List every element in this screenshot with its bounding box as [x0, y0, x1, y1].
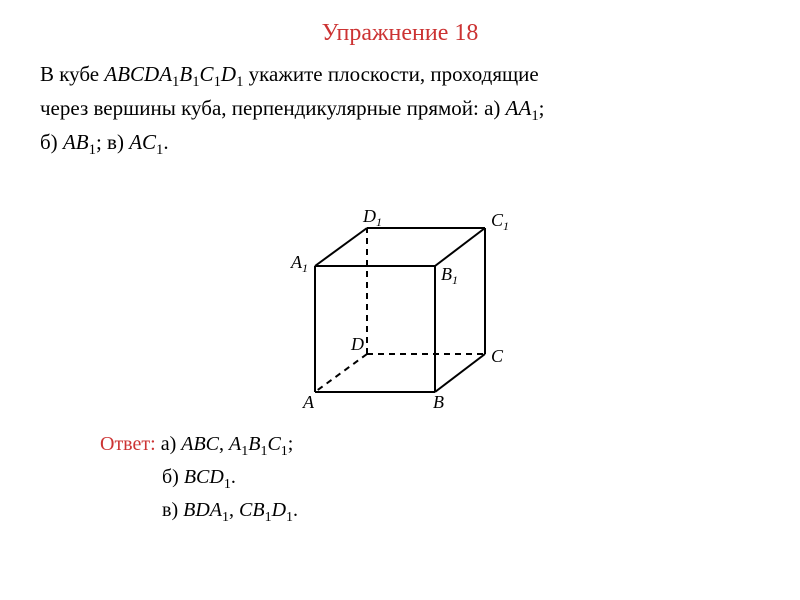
sub: 1 [224, 477, 231, 492]
t: A [229, 433, 241, 455]
text: , [229, 499, 239, 521]
text: , [219, 433, 229, 455]
text: ; [288, 433, 294, 455]
t: BCD [184, 466, 224, 488]
sub: 1 [214, 74, 221, 90]
t: AC [129, 130, 156, 154]
label-c: C [491, 346, 504, 366]
label-d1: D1 [362, 206, 382, 229]
line-ac: AC1 [129, 130, 163, 154]
problem-statement: В кубе ABCDA1B1C1D1 укажите плоскости, п… [40, 59, 760, 162]
answer-b: б) BCD1. [162, 466, 760, 493]
label-a1: A1 [290, 252, 308, 275]
t: ABCDA [104, 62, 172, 86]
t: BDA [183, 499, 222, 521]
plane: CB1D1 [239, 499, 293, 521]
t: C [200, 62, 214, 86]
text: В кубе [40, 62, 104, 86]
answer-c: в) BDA1, CB1D1. [162, 499, 760, 526]
line-aa: AA1 [506, 96, 539, 120]
plane: BCD1 [184, 466, 231, 488]
sub: 1 [222, 510, 229, 525]
exercise-title: Упражнение 18 [40, 20, 760, 47]
text: б) [40, 130, 63, 154]
t: B [248, 433, 260, 455]
label-d: D [350, 334, 364, 354]
text: ; в) [96, 130, 129, 154]
sub: 1 [531, 108, 538, 124]
edge-bc [435, 354, 485, 392]
sub: 1 [89, 143, 96, 159]
t: B [179, 62, 192, 86]
plane: BDA1 [183, 499, 229, 521]
text: а) [156, 433, 182, 455]
text: через вершины куба, перпендикулярные пря… [40, 96, 506, 120]
sub: 1 [192, 74, 199, 90]
edge-b1c1 [435, 228, 485, 266]
t: AB [63, 130, 89, 154]
t: AA [506, 96, 532, 120]
t: C [267, 433, 280, 455]
label-a: A [302, 392, 315, 412]
label-b: B [433, 392, 444, 412]
t: CB [239, 499, 265, 521]
label-b1: B1 [441, 264, 458, 287]
text: в) [162, 499, 183, 521]
text: ; [539, 96, 545, 120]
answers-block: Ответ: а) ABC, A1B1C1; б) BCD1. в) BDA1,… [100, 433, 760, 526]
t: D [272, 499, 286, 521]
plane: ABC [181, 433, 219, 455]
plane: A1B1C1 [229, 433, 288, 455]
sub: 1 [265, 510, 272, 525]
text: . [293, 499, 298, 521]
edge-d1a1 [315, 228, 367, 266]
text: . [163, 130, 168, 154]
cube-svg: A B C D A1 B1 C1 D1 [255, 172, 545, 418]
text: б) [162, 466, 184, 488]
label-c1: C1 [491, 210, 509, 233]
cube-diagram: A B C D A1 B1 C1 D1 [40, 172, 760, 423]
sub: 1 [281, 444, 288, 459]
answer-a: Ответ: а) ABC, A1B1C1; [100, 433, 760, 460]
cube-name: ABCDA1B1C1D1 [104, 62, 243, 86]
t: D [221, 62, 236, 86]
text: укажите плоскости, проходящие [243, 62, 538, 86]
answer-label: Ответ: [100, 433, 156, 455]
edge-da [315, 354, 367, 392]
sub: 1 [286, 510, 293, 525]
text: . [231, 466, 236, 488]
line-ab: AB1 [63, 130, 96, 154]
